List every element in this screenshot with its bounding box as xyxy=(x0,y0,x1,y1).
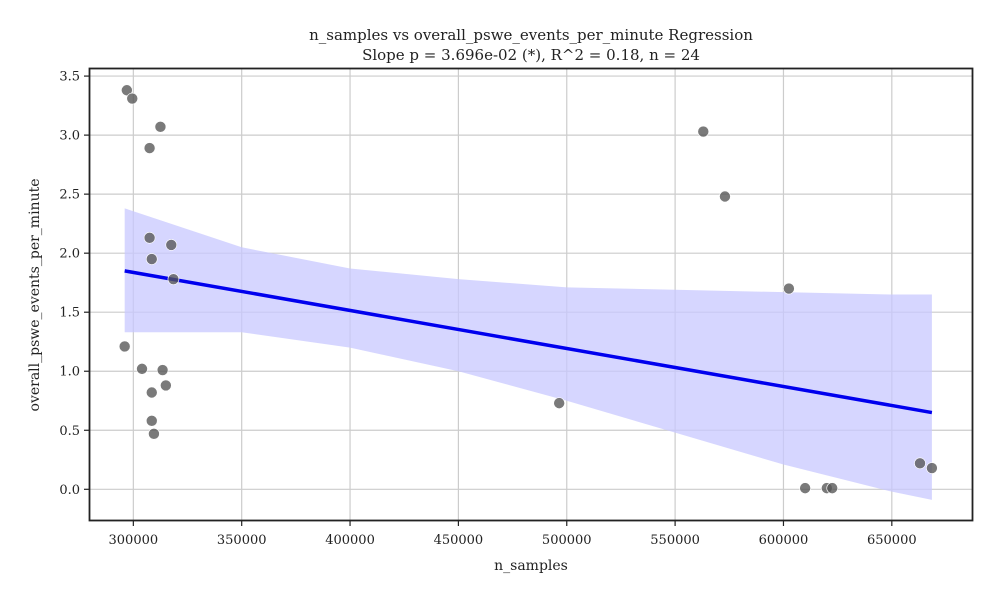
x-axis-label: n_samples xyxy=(494,558,568,574)
y-tick-label: 2.0 xyxy=(59,247,80,262)
y-tick-label: 3.5 xyxy=(59,70,80,85)
scatter-point xyxy=(136,363,148,375)
x-tick-label: 500000 xyxy=(542,533,592,548)
scatter-point xyxy=(553,397,565,409)
x-axis-ticks: 300000 350000 400000 450000 500000 550000 6000… xyxy=(109,520,917,548)
scatter-point xyxy=(145,253,158,265)
regression-line-layer xyxy=(124,269,933,415)
chart-title: n_samples vs overall_pswe_events_per_min… xyxy=(309,26,753,44)
scatter-point xyxy=(145,415,158,427)
scatter-point xyxy=(154,121,167,133)
scatter-point xyxy=(126,92,139,105)
scatter-point xyxy=(826,482,839,494)
chart-subtitle: Slope p = 3.696e-02 (*), R^2 = 0.18, n =… xyxy=(362,46,700,64)
y-axis-ticks: 0.0 0.5 1.0 1.5 2.0 2.5 3.0 3.5 xyxy=(59,70,90,498)
x-tick-label: 550000 xyxy=(650,533,700,548)
scatter-point xyxy=(719,190,731,203)
x-tick-label: 350000 xyxy=(217,533,267,548)
x-tick-label: 600000 xyxy=(759,533,809,548)
scatter-point xyxy=(799,482,811,494)
scatter-point xyxy=(926,462,938,474)
y-axis-label: overall_pswe_events_per_minute xyxy=(27,179,43,412)
y-tick-label: 2.5 xyxy=(59,188,80,203)
y-tick-label: 1.0 xyxy=(59,365,80,380)
scatter-point xyxy=(145,386,158,399)
x-tick-label: 400000 xyxy=(325,533,375,548)
scatter-point xyxy=(156,364,169,376)
scatter-point xyxy=(914,457,926,470)
confidence-band-layer xyxy=(124,208,932,500)
scatter-point xyxy=(165,239,178,251)
scatter-points xyxy=(118,84,938,494)
regression-line xyxy=(124,269,933,415)
plot-frame xyxy=(88,67,974,522)
y-tick-label: 0.0 xyxy=(59,483,80,498)
scatter-point xyxy=(160,379,172,392)
scatter-point xyxy=(121,84,133,97)
x-tick-label: 650000 xyxy=(867,533,917,548)
y-tick-label: 3.0 xyxy=(59,129,80,144)
scatter-point xyxy=(143,142,156,154)
scatter-point xyxy=(783,282,795,295)
scatter-point xyxy=(697,125,710,138)
x-tick-label: 300000 xyxy=(109,533,159,548)
y-tick-label: 1.5 xyxy=(59,306,80,321)
scatter-point xyxy=(148,428,160,440)
scatter-point xyxy=(143,232,156,244)
confidence-band xyxy=(124,208,932,500)
scatter-point xyxy=(167,273,180,285)
x-tick-label: 450000 xyxy=(434,533,484,548)
scatter-point xyxy=(118,340,131,353)
y-tick-label: 0.5 xyxy=(59,424,80,439)
